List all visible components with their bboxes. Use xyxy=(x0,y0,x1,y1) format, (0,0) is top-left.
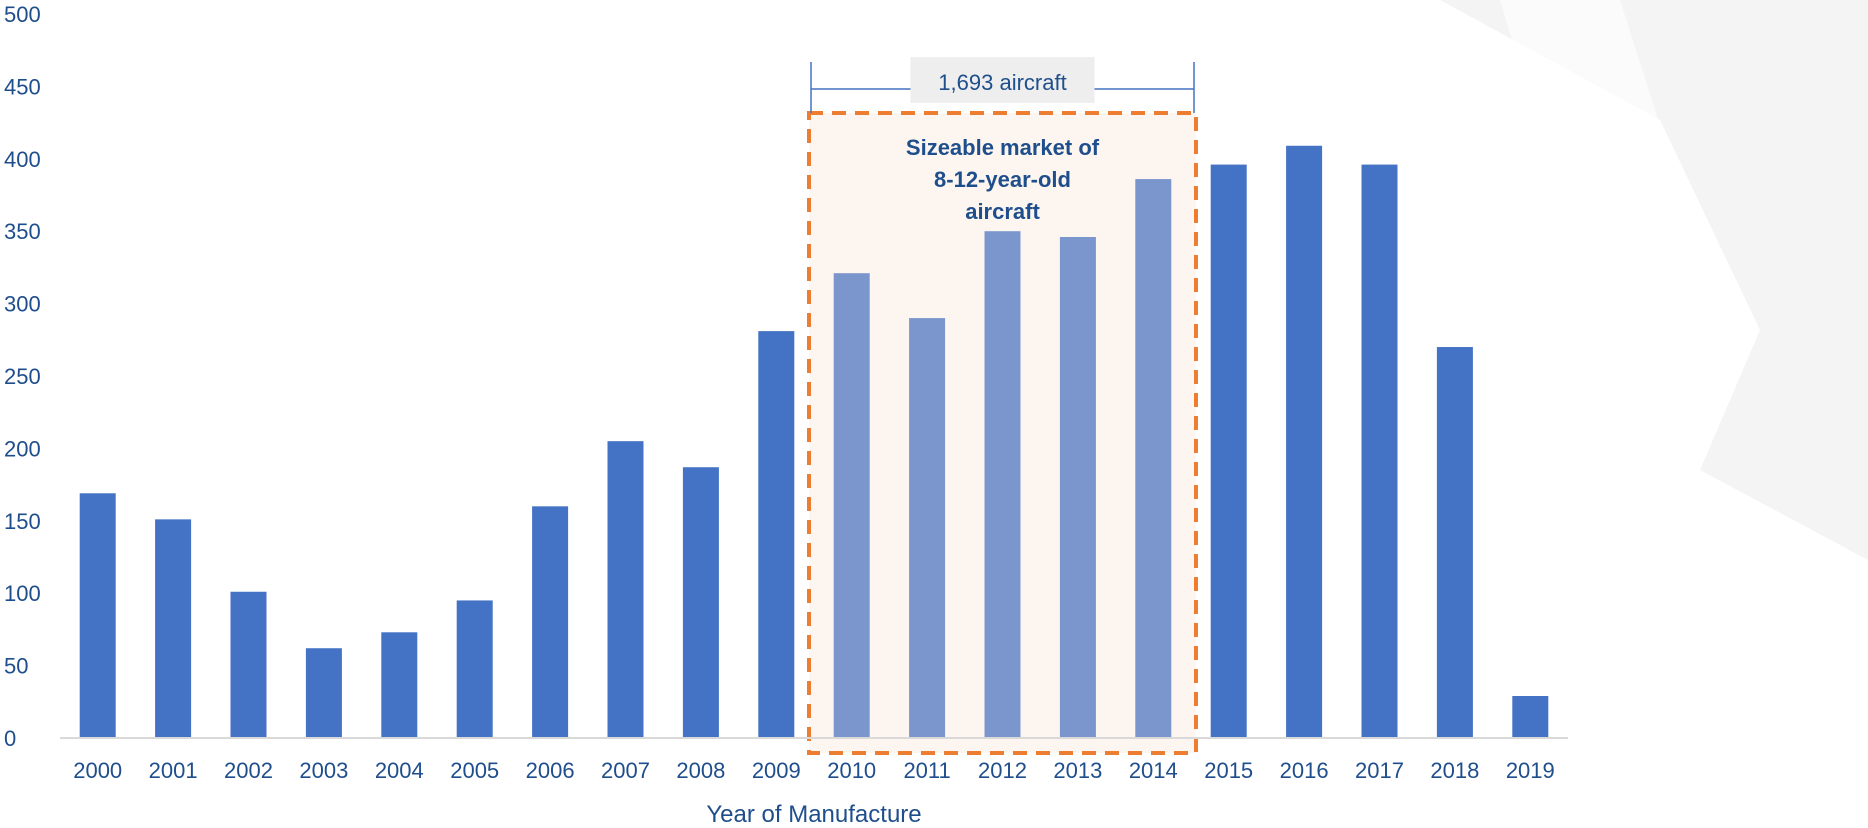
bar-2008 xyxy=(682,467,719,738)
bracket-label-bg xyxy=(910,57,1095,103)
bar-2003 xyxy=(305,648,342,738)
x-tick-label: 2004 xyxy=(375,758,424,783)
bar-2018 xyxy=(1436,347,1473,738)
market-callout: Sizeable market of 8-12-year-old aircraft xyxy=(906,135,1100,224)
x-tick-label: 2000 xyxy=(73,758,122,783)
bar-2000 xyxy=(79,493,116,738)
y-tick-label: 300 xyxy=(4,292,41,317)
x-tick-label: 2016 xyxy=(1280,758,1329,783)
bracket-label: 1,693 aircraft xyxy=(938,70,1066,95)
x-tick-label: 2005 xyxy=(450,758,499,783)
y-tick-label: 100 xyxy=(4,581,41,606)
watermark-logo xyxy=(1440,0,1868,560)
bar-2004 xyxy=(381,632,418,738)
y-tick-label: 450 xyxy=(4,74,41,99)
bar-2011 xyxy=(909,318,946,738)
bar-2005 xyxy=(456,600,493,738)
x-axis: 2000 2001 2002 2003 2004 2005 2006 2007 2008 2009… xyxy=(73,758,1555,783)
x-tick-label: 2013 xyxy=(1053,758,1102,783)
x-tick-label: 2014 xyxy=(1129,758,1178,783)
y-tick-label: 400 xyxy=(4,147,41,172)
bar-2017 xyxy=(1361,164,1398,739)
bar-2009 xyxy=(758,331,795,738)
bar-2014 xyxy=(1135,179,1172,738)
x-axis-title: Year of Manufacture xyxy=(706,801,921,828)
bars xyxy=(79,145,1549,739)
y-tick-label: 200 xyxy=(4,436,41,461)
y-tick-label: 150 xyxy=(4,509,41,534)
y-tick-label: 50 xyxy=(4,654,28,679)
x-tick-label: 2001 xyxy=(149,758,198,783)
bar-2016 xyxy=(1286,145,1323,738)
x-tick-label: 2003 xyxy=(299,758,348,783)
bar-2006 xyxy=(532,506,569,738)
y-tick-label: 350 xyxy=(4,219,41,244)
aircraft-count-bracket: 1,693 aircraft xyxy=(810,57,1195,113)
x-tick-label: 2015 xyxy=(1204,758,1253,783)
y-tick-label: 250 xyxy=(4,364,41,389)
x-tick-label: 2006 xyxy=(526,758,575,783)
x-tick-label: 2010 xyxy=(827,758,876,783)
y-tick-label: 0 xyxy=(4,726,16,751)
bar-2002 xyxy=(230,591,267,738)
bar-2015 xyxy=(1210,164,1247,739)
watermark-shape xyxy=(1440,0,1868,560)
bar-2019 xyxy=(1512,696,1549,738)
x-tick-label: 2007 xyxy=(601,758,650,783)
x-tick-label: 2017 xyxy=(1355,758,1404,783)
x-tick-label: 2009 xyxy=(752,758,801,783)
callout-line: Sizeable market of xyxy=(906,135,1100,160)
x-tick-label: 2019 xyxy=(1506,758,1555,783)
bar-2013 xyxy=(1059,236,1096,738)
bar-2007 xyxy=(607,441,644,738)
x-tick-label: 2008 xyxy=(676,758,725,783)
x-tick-label: 2018 xyxy=(1430,758,1479,783)
bar-2012 xyxy=(984,231,1021,738)
callout-line: 8-12-year-old xyxy=(934,167,1071,192)
watermark-shape xyxy=(1500,0,1700,330)
callout-line: aircraft xyxy=(965,199,1040,224)
x-tick-label: 2012 xyxy=(978,758,1027,783)
x-tick-label: 2002 xyxy=(224,758,273,783)
bar-2010 xyxy=(833,273,870,738)
bar-2001 xyxy=(155,519,192,738)
y-tick-label: 500 xyxy=(4,2,41,27)
y-axis: 0 50 100 150 200 250 300 350 400 450 500 xyxy=(4,2,41,751)
x-tick-label: 2011 xyxy=(903,758,950,783)
